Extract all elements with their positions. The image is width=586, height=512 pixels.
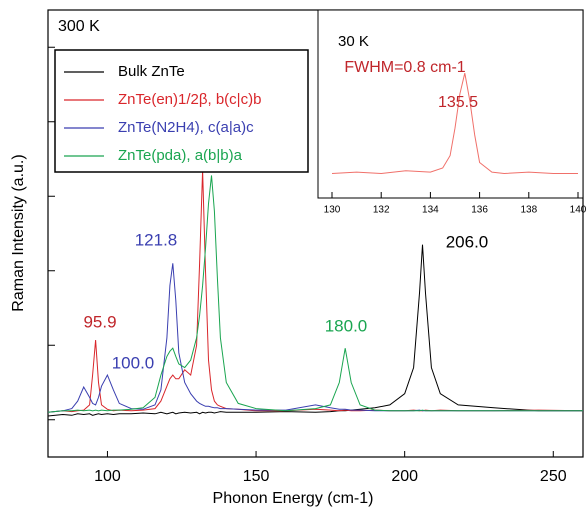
legend-box — [54, 49, 309, 173]
x-tick-label: 134 — [422, 205, 439, 216]
plot-frame — [317, 9, 584, 199]
series-line — [331, 72, 578, 175]
inset-title: 30 K — [338, 33, 369, 50]
legend-label: ZnTe(en)1/2β, b(c|c)b — [118, 91, 261, 108]
legend-label: ZnTe(pda), a(b|b)a — [118, 147, 243, 164]
legend-label: Bulk ZnTe — [118, 63, 185, 80]
annotation: 180.0 — [325, 316, 368, 335]
x-tick-label: 250 — [540, 468, 567, 485]
series-line — [47, 170, 584, 413]
x-tick-label: 150 — [243, 468, 270, 485]
inset-title: 300 K — [58, 18, 100, 35]
x-tick-label: 138 — [520, 205, 537, 216]
x-tick-label: 130 — [324, 205, 341, 216]
x-tick-label: 140 — [570, 205, 586, 216]
series-line — [47, 244, 583, 417]
x-tick-label: 100 — [94, 468, 121, 485]
x-tick-label: 136 — [471, 205, 488, 216]
y-axis-label: Raman Intensity (a.u.) — [10, 154, 27, 311]
annotation: FWHM=0.8 cm-1 — [344, 59, 465, 76]
annotation: 100.0 — [112, 353, 155, 372]
x-axis-label: Phonon Energy (cm-1) — [213, 490, 374, 507]
annotation: 121.8 — [135, 230, 178, 249]
series-line — [47, 175, 583, 413]
x-tick-label: 132 — [373, 205, 390, 216]
x-tick-label: 200 — [391, 468, 418, 485]
annotation: 206.0 — [446, 232, 489, 251]
annotation: 95.9 — [83, 312, 116, 331]
annotation: 135.5 — [438, 94, 478, 111]
legend-label: ZnTe(N2H4), c(a|a)c — [118, 119, 254, 136]
